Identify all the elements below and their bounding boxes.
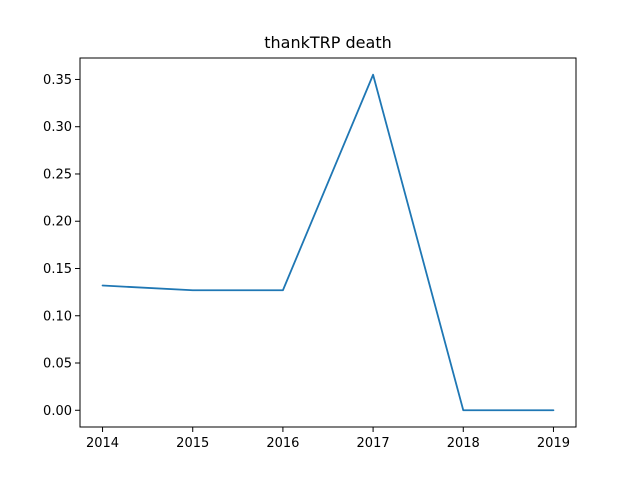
y-tick-label: 0.05 bbox=[43, 357, 72, 372]
y-tick-label: 0.00 bbox=[43, 404, 72, 419]
x-tick-label: 2019 bbox=[537, 436, 570, 451]
y-tick-label: 0.15 bbox=[43, 262, 72, 277]
y-tick-label: 0.30 bbox=[43, 120, 72, 135]
chart-title: thankTRP death bbox=[264, 33, 391, 52]
plot-frame bbox=[79, 57, 577, 428]
y-tick-label: 0.10 bbox=[43, 309, 72, 324]
x-tick-label: 2014 bbox=[86, 436, 119, 451]
x-tick-label: 2015 bbox=[176, 436, 209, 451]
y-tick-label: 0.20 bbox=[43, 215, 72, 230]
x-tick-label: 2017 bbox=[357, 436, 390, 451]
x-tick-label: 2018 bbox=[447, 436, 480, 451]
y-tick-label: 0.35 bbox=[43, 73, 72, 88]
plot-area: 2014 2015 2016 2017 2018 2019 0.00 0.05 0.10 0.15… bbox=[43, 57, 577, 451]
series-line-0 bbox=[101, 73, 555, 412]
x-tick-label: 2016 bbox=[266, 436, 299, 451]
y-tick-label: 0.25 bbox=[43, 167, 72, 182]
